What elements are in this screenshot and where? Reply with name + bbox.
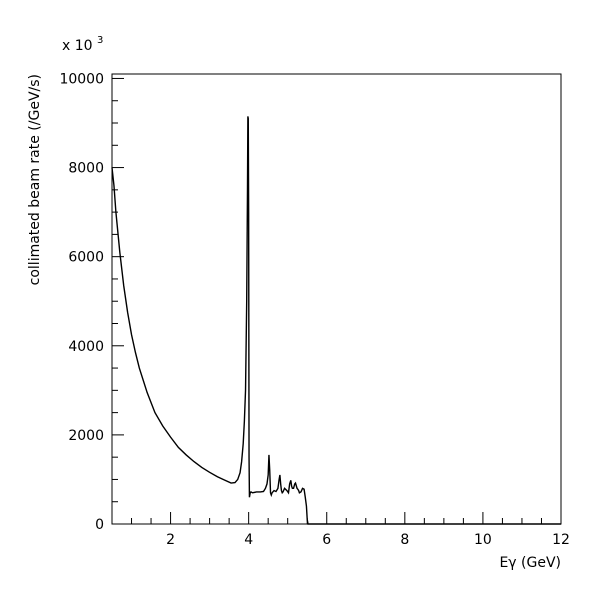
y-tick-label: 6000 (68, 250, 104, 266)
y-multiplier-label: x 10 3 (62, 35, 103, 54)
x-tick-label: 4 (244, 532, 253, 548)
plot-frame (111, 73, 562, 525)
y-tick-label: 2000 (68, 428, 104, 444)
x-tick-label: 10 (474, 532, 492, 548)
x-tick-label: 2 (166, 532, 175, 548)
y-tick-label: 0 (95, 517, 104, 533)
y-multiplier-text: x 10 (62, 38, 93, 54)
y-axis-label: collimated beam rate (/GeV/s) (27, 74, 43, 285)
x-axis-label: Eγ (GeV) (499, 555, 561, 571)
series-line (111, 116, 561, 525)
y-tick-label: 10000 (59, 71, 104, 87)
y-multiplier-exponent: 3 (97, 35, 103, 46)
x-tick-label: 12 (552, 532, 570, 548)
x-ticks: 2 4 6 8 10 12 (131, 512, 570, 548)
x-tick-label: 8 (400, 532, 409, 548)
y-ticks: 0 2000 4000 6000 8000 10000 (59, 71, 124, 533)
x-tick-label: 6 (322, 532, 331, 548)
y-tick-label: 8000 (68, 161, 104, 177)
y-tick-label: 4000 (68, 339, 104, 355)
